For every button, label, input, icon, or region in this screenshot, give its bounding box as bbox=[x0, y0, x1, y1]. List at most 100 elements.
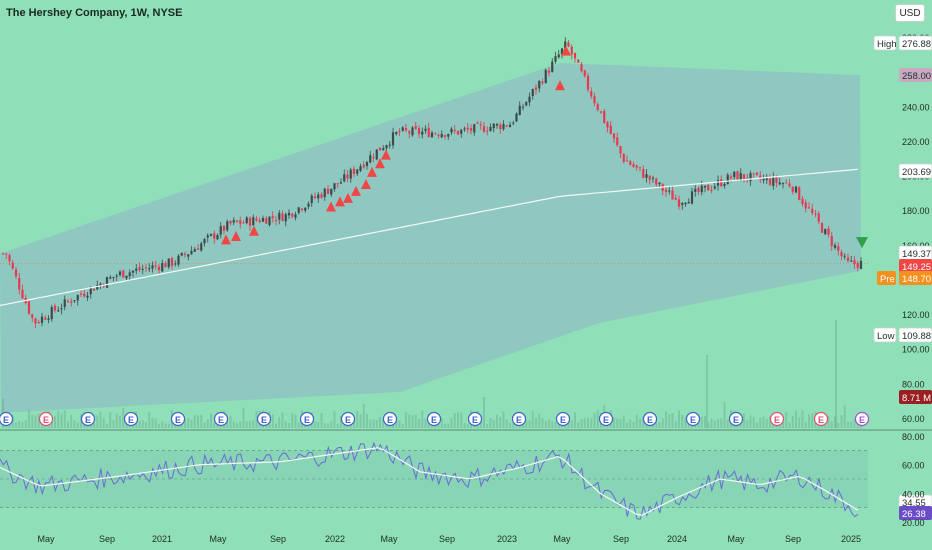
candle-body bbox=[554, 56, 557, 62]
candle-body bbox=[89, 287, 92, 295]
candle-body bbox=[755, 172, 759, 175]
candle-body bbox=[833, 245, 837, 248]
volume-bar bbox=[151, 417, 154, 428]
candle-body bbox=[453, 129, 456, 131]
candle-body bbox=[655, 178, 658, 185]
candle-body bbox=[583, 70, 586, 77]
volume-bar bbox=[554, 422, 557, 428]
volume-bar bbox=[580, 419, 583, 428]
high-label-tag-bg bbox=[873, 35, 897, 51]
candle-body bbox=[551, 61, 554, 72]
volume-bar bbox=[70, 414, 73, 428]
volume-bar bbox=[765, 418, 768, 428]
rsi-tick-label: 20.00 bbox=[902, 518, 925, 528]
candle-body bbox=[635, 165, 638, 168]
candle-body bbox=[248, 217, 252, 226]
candle-body bbox=[648, 175, 651, 180]
volume-bar bbox=[372, 419, 375, 428]
candle-body bbox=[788, 183, 791, 187]
candle-body bbox=[482, 126, 486, 132]
candle-body bbox=[349, 169, 352, 179]
candle-body bbox=[359, 166, 362, 171]
buy-signal-marker bbox=[335, 196, 345, 207]
low-label-tag-text: Low bbox=[877, 331, 895, 342]
candle-body bbox=[239, 220, 242, 224]
candle-body bbox=[378, 147, 382, 151]
candle-body bbox=[505, 125, 508, 127]
volume-bar bbox=[320, 413, 323, 428]
time-tick-label: Sep bbox=[270, 534, 286, 544]
volume-bar bbox=[379, 417, 381, 428]
low-value-tag-text: 109.88 bbox=[902, 331, 931, 342]
volume-bar bbox=[76, 422, 79, 428]
volume-bar bbox=[759, 417, 762, 428]
candle-body bbox=[304, 207, 307, 211]
volume-bar bbox=[509, 423, 511, 428]
candle-body bbox=[564, 41, 567, 49]
candle-body bbox=[164, 262, 167, 268]
volume-bar bbox=[164, 423, 167, 428]
price-axis: 280.00260.00240.00220.00200.00180.00160.… bbox=[902, 33, 930, 424]
rsi-value-tag-text: 26.38 bbox=[902, 509, 926, 520]
candle-body bbox=[83, 293, 86, 297]
buy-signal-marker bbox=[375, 158, 385, 169]
buy-signal-marker bbox=[231, 230, 241, 241]
volume-bar bbox=[115, 413, 118, 428]
last-close-tag: 149.25 bbox=[899, 259, 932, 273]
candle-body bbox=[229, 221, 232, 224]
volume-bar bbox=[184, 420, 186, 428]
rsi-ma-tag-text: 34.55 bbox=[902, 498, 926, 509]
candle-body bbox=[596, 104, 599, 111]
candle-body bbox=[577, 59, 580, 63]
earnings-label: E bbox=[175, 415, 181, 425]
volume-bar bbox=[453, 412, 456, 428]
time-tick-label: May bbox=[727, 534, 745, 544]
candle-body bbox=[105, 277, 109, 288]
candle-body bbox=[677, 199, 681, 207]
candle-body bbox=[209, 233, 213, 236]
candle-body bbox=[401, 127, 404, 131]
volume-bar bbox=[795, 410, 797, 428]
candle-body bbox=[47, 318, 50, 320]
candle-body bbox=[586, 75, 590, 90]
volume-bar bbox=[314, 421, 316, 428]
volume-bar bbox=[102, 418, 105, 428]
earnings-label: E bbox=[128, 415, 134, 425]
candle-body bbox=[151, 265, 154, 269]
candle-body bbox=[700, 185, 703, 193]
buy-signal-marker bbox=[343, 192, 353, 203]
volume-bar bbox=[512, 423, 515, 428]
candle-body bbox=[557, 54, 560, 58]
candle-body bbox=[804, 202, 807, 209]
volume-bar bbox=[148, 411, 151, 428]
currency-button[interactable]: USD bbox=[895, 4, 925, 22]
volume-bar bbox=[216, 423, 219, 428]
candle-body bbox=[96, 285, 99, 290]
candle-body bbox=[343, 174, 346, 182]
candle-body bbox=[421, 131, 424, 135]
candle-body bbox=[180, 252, 183, 256]
candle-body bbox=[775, 177, 778, 183]
volume-bar bbox=[674, 421, 677, 428]
candle-body bbox=[560, 48, 564, 55]
candle-body bbox=[752, 173, 755, 175]
volume-bar bbox=[369, 419, 372, 428]
earnings-label: E bbox=[304, 415, 310, 425]
earnings-icon bbox=[123, 411, 139, 427]
volume-bar bbox=[619, 418, 622, 428]
candle-body bbox=[274, 219, 278, 221]
volume-bar bbox=[281, 412, 284, 428]
time-tick-label: Sep bbox=[99, 534, 115, 544]
volume-bar bbox=[726, 419, 729, 428]
candle-body bbox=[365, 162, 369, 166]
rsi-tick-label: 60.00 bbox=[902, 461, 925, 471]
volume-bar bbox=[590, 418, 593, 428]
earnings-icon bbox=[728, 411, 744, 427]
candles bbox=[1, 37, 863, 329]
volume-bar bbox=[119, 415, 121, 428]
rsi-panel bbox=[0, 429, 932, 520]
volume-bar bbox=[317, 421, 320, 428]
candle-body bbox=[265, 218, 268, 224]
rsi-ma-line bbox=[0, 447, 859, 516]
